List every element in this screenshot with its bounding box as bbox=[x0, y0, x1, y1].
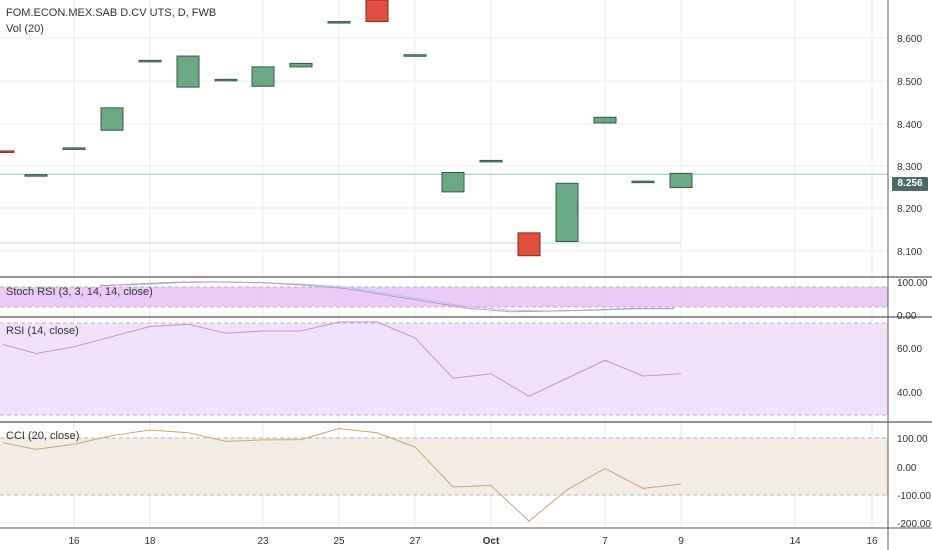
candle bbox=[669, 172, 693, 189]
candle bbox=[24, 174, 48, 177]
candle bbox=[631, 180, 655, 184]
candle bbox=[100, 107, 124, 131]
cci-label: CCI (20, close) bbox=[6, 430, 80, 442]
price-tick-label: 8.200 bbox=[897, 204, 922, 215]
stoch-tick-label: 100.00 bbox=[897, 278, 928, 289]
time-tick-label: 7 bbox=[602, 536, 608, 547]
rsi-tick-label: 60.00 bbox=[897, 344, 922, 355]
candle bbox=[62, 147, 86, 150]
price-tick-label: 8.400 bbox=[897, 120, 922, 131]
candle bbox=[0, 150, 15, 153]
candle bbox=[176, 55, 200, 88]
rsi-line bbox=[2, 321, 682, 397]
volume-label: Vol (20) bbox=[6, 23, 44, 35]
cci-line bbox=[2, 428, 682, 522]
candle bbox=[403, 54, 427, 57]
time-tick-label: 18 bbox=[144, 536, 156, 547]
time-tick-label: 9 bbox=[678, 536, 684, 547]
chart-title: FOM.ECON.MEX.SAB D.CV UTS, D, FWB bbox=[6, 7, 217, 19]
candle bbox=[517, 232, 541, 257]
time-tick-label: 27 bbox=[409, 536, 421, 547]
time-tick-label: 23 bbox=[257, 536, 269, 547]
time-tick-label: Oct bbox=[483, 536, 500, 547]
cci-tick-label: -200.00 bbox=[897, 519, 931, 530]
cci-band bbox=[0, 438, 888, 495]
time-tick-label: 16 bbox=[68, 536, 80, 547]
time-tick-label: 25 bbox=[333, 536, 345, 547]
price-tick-label: 8.100 bbox=[897, 247, 922, 258]
time-tick-label: 14 bbox=[789, 536, 801, 547]
candle bbox=[365, 0, 389, 23]
candle bbox=[593, 116, 617, 124]
stoch-k-line bbox=[99, 281, 674, 313]
stoch-rsi-label: Stoch RSI (3, 3, 14, 14, close) bbox=[6, 286, 153, 298]
candle bbox=[479, 159, 503, 163]
price-tick-label: 8.300 bbox=[897, 162, 922, 173]
candle bbox=[327, 21, 351, 24]
cci-tick-label: -100.00 bbox=[897, 491, 931, 502]
rsi-label: RSI (14, close) bbox=[6, 325, 79, 337]
candle bbox=[251, 66, 275, 87]
price-tick-label: 8.500 bbox=[897, 77, 922, 88]
cci-tick-label: 100.00 bbox=[897, 434, 928, 445]
candle bbox=[214, 78, 238, 82]
stoch-tick-label: 0.00 bbox=[897, 311, 917, 322]
last-price-tag: 8.256 bbox=[892, 177, 928, 191]
candle bbox=[289, 62, 313, 68]
stoch-band bbox=[0, 287, 888, 307]
candle bbox=[441, 172, 465, 193]
rsi-tick-label: 40.00 bbox=[897, 388, 922, 399]
price-tick-label: 8.600 bbox=[897, 34, 922, 45]
candle bbox=[555, 182, 579, 242]
cci-tick-label: 0.00 bbox=[897, 463, 917, 474]
time-tick-label: 16 bbox=[866, 536, 878, 547]
candle bbox=[138, 59, 162, 63]
